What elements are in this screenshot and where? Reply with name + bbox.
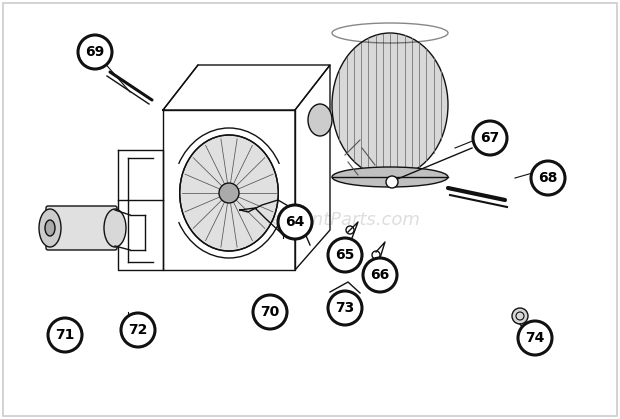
Text: 65: 65	[335, 248, 355, 262]
Circle shape	[253, 295, 287, 329]
Text: 74: 74	[525, 331, 545, 345]
Text: 66: 66	[370, 268, 389, 282]
Text: 68: 68	[538, 171, 557, 185]
Circle shape	[328, 291, 362, 325]
Text: 71: 71	[55, 328, 74, 342]
Text: 72: 72	[128, 323, 148, 337]
Circle shape	[121, 313, 155, 347]
Ellipse shape	[332, 167, 448, 187]
Text: 70: 70	[260, 305, 280, 319]
Circle shape	[512, 308, 528, 324]
Circle shape	[518, 321, 552, 355]
Ellipse shape	[45, 220, 55, 236]
Ellipse shape	[39, 209, 61, 247]
Circle shape	[363, 258, 397, 292]
Circle shape	[328, 238, 362, 272]
Ellipse shape	[332, 33, 448, 177]
Circle shape	[48, 318, 82, 352]
Text: eReplacementParts.com: eReplacementParts.com	[200, 211, 420, 229]
Circle shape	[531, 161, 565, 195]
Circle shape	[473, 121, 507, 155]
Text: 64: 64	[285, 215, 304, 229]
Ellipse shape	[180, 135, 278, 251]
Ellipse shape	[308, 104, 332, 136]
Text: 67: 67	[480, 131, 500, 145]
Circle shape	[386, 176, 398, 188]
FancyBboxPatch shape	[46, 206, 117, 250]
Circle shape	[78, 35, 112, 69]
Text: 69: 69	[86, 45, 105, 59]
Circle shape	[278, 205, 312, 239]
Ellipse shape	[104, 209, 126, 247]
Circle shape	[219, 183, 239, 203]
Text: 73: 73	[335, 301, 355, 315]
